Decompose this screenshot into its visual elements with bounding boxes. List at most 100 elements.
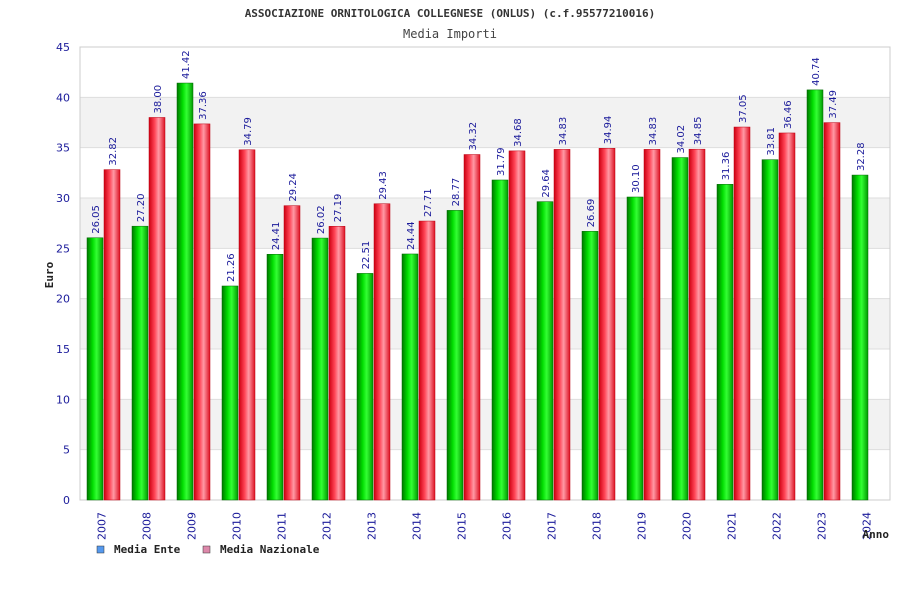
bar-media-nazionale (463, 154, 481, 501)
x-axis-title: Anno (863, 528, 890, 541)
bar-media-ente (266, 254, 284, 501)
bar-media-ente (221, 285, 239, 501)
bar-media-nazionale (418, 220, 436, 501)
data-label: 40.74 (811, 57, 822, 86)
data-label: 41.42 (181, 50, 192, 79)
x-tick-label: 2013 (366, 512, 379, 540)
x-tick-label: 2016 (501, 512, 514, 540)
legend: Media Ente Media Nazionale (96, 543, 320, 556)
bar-media-ente (671, 157, 689, 501)
data-label: 37.36 (198, 91, 209, 120)
bar-media-ente (851, 174, 869, 501)
y-tick-label: 10 (56, 393, 70, 406)
data-label: 26.69 (586, 199, 597, 228)
y-tick-label: 0 (63, 494, 70, 507)
data-label: 24.41 (271, 222, 282, 251)
bar-media-nazionale (328, 226, 346, 501)
bar-media-ente (131, 225, 149, 501)
x-tick-label: 2008 (141, 512, 154, 540)
x-tick-label: 2014 (411, 512, 424, 540)
bar-media-ente (491, 179, 509, 501)
y-tick-label: 20 (56, 293, 70, 306)
plot-frame (79, 46, 891, 501)
data-label: 33.81 (766, 127, 777, 156)
data-label: 27.19 (333, 194, 344, 223)
bar-media-nazionale (553, 149, 571, 501)
x-tick-label: 2011 (276, 512, 289, 540)
data-label: 31.36 (721, 152, 732, 181)
data-label: 34.32 (468, 122, 479, 151)
data-label: 36.46 (783, 100, 794, 129)
bar-media-nazionale (238, 149, 256, 501)
x-tick-label: 2019 (636, 512, 649, 540)
data-label: 34.68 (513, 118, 524, 147)
x-tick-label: 2021 (726, 512, 739, 540)
bar-media-ente (176, 82, 194, 501)
x-tick-label: 2018 (591, 512, 604, 540)
data-label: 29.43 (378, 171, 389, 200)
x-tick-label: 2023 (816, 512, 829, 540)
y-tick-label: 45 (56, 41, 70, 54)
data-label: 27.71 (423, 188, 434, 217)
y-tick-label: 30 (56, 192, 70, 205)
bar-media-ente (311, 237, 329, 501)
data-label: 34.02 (676, 125, 687, 154)
plot-band (80, 47, 890, 98)
bar-media-nazionale (508, 150, 526, 501)
y-tick-label: 40 (56, 91, 70, 104)
bar-media-nazionale (823, 122, 841, 501)
bar-media-nazionale (148, 117, 166, 501)
chart-title: ASSOCIAZIONE ORNITOLOGICA COLLEGNESE (ON… (245, 7, 656, 20)
data-label: 29.64 (541, 169, 552, 198)
y-axis-title: Euro (43, 261, 56, 288)
plot-band (80, 399, 890, 450)
x-tick-label: 2009 (186, 512, 199, 540)
data-label: 37.05 (738, 94, 749, 123)
plot-band (80, 298, 890, 349)
data-label: 34.85 (693, 117, 704, 146)
bar-media-ente (86, 237, 104, 501)
bar-media-ente (761, 159, 779, 501)
bar-media-ente (806, 89, 824, 501)
bar-media-ente (581, 231, 599, 501)
bars (86, 82, 869, 501)
data-label: 30.10 (631, 164, 642, 193)
y-tick-label: 25 (56, 242, 70, 255)
x-tick-label: 2010 (231, 512, 244, 540)
x-tick-label: 2020 (681, 512, 694, 540)
chart-subtitle: Media Importi (403, 27, 497, 41)
data-label: 34.83 (558, 117, 569, 146)
bar-media-nazionale (643, 149, 661, 501)
data-label: 31.79 (496, 147, 507, 176)
bar-media-nazionale (778, 132, 796, 501)
data-label: 26.05 (91, 205, 102, 234)
legend-swatch-media-ente (96, 545, 105, 554)
data-label: 24.44 (406, 221, 417, 250)
x-tick-label: 2012 (321, 512, 334, 540)
bar-media-nazionale (193, 123, 211, 501)
legend-swatch-media-nazionale (202, 545, 211, 554)
bar-media-nazionale (103, 169, 121, 501)
bar-media-ente (446, 210, 464, 501)
data-label: 38.00 (153, 85, 164, 114)
x-tick-label: 2022 (771, 512, 784, 540)
data-label: 27.20 (136, 194, 147, 223)
data-label: 34.79 (243, 117, 254, 146)
x-tick-label: 2015 (456, 512, 469, 540)
bar-media-nazionale (733, 126, 751, 501)
y-tick-label: 5 (63, 444, 70, 457)
x-tick-label: 2024 (861, 512, 874, 540)
x-tick-label: 2017 (546, 512, 559, 540)
data-labels: 26.05 32.82 27.20 38.00 41.42 37.36 21.26 34.79… (91, 50, 867, 282)
plot-band (80, 248, 890, 299)
data-label: 29.24 (288, 173, 299, 202)
y-tick-label: 35 (56, 142, 70, 155)
bar-media-ente (716, 184, 734, 501)
plot-band (80, 97, 890, 148)
plot-band (80, 449, 890, 500)
data-label: 34.83 (648, 117, 659, 146)
y-tick-label: 15 (56, 343, 70, 356)
bar-media-nazionale (598, 148, 616, 501)
data-label: 28.77 (451, 178, 462, 207)
